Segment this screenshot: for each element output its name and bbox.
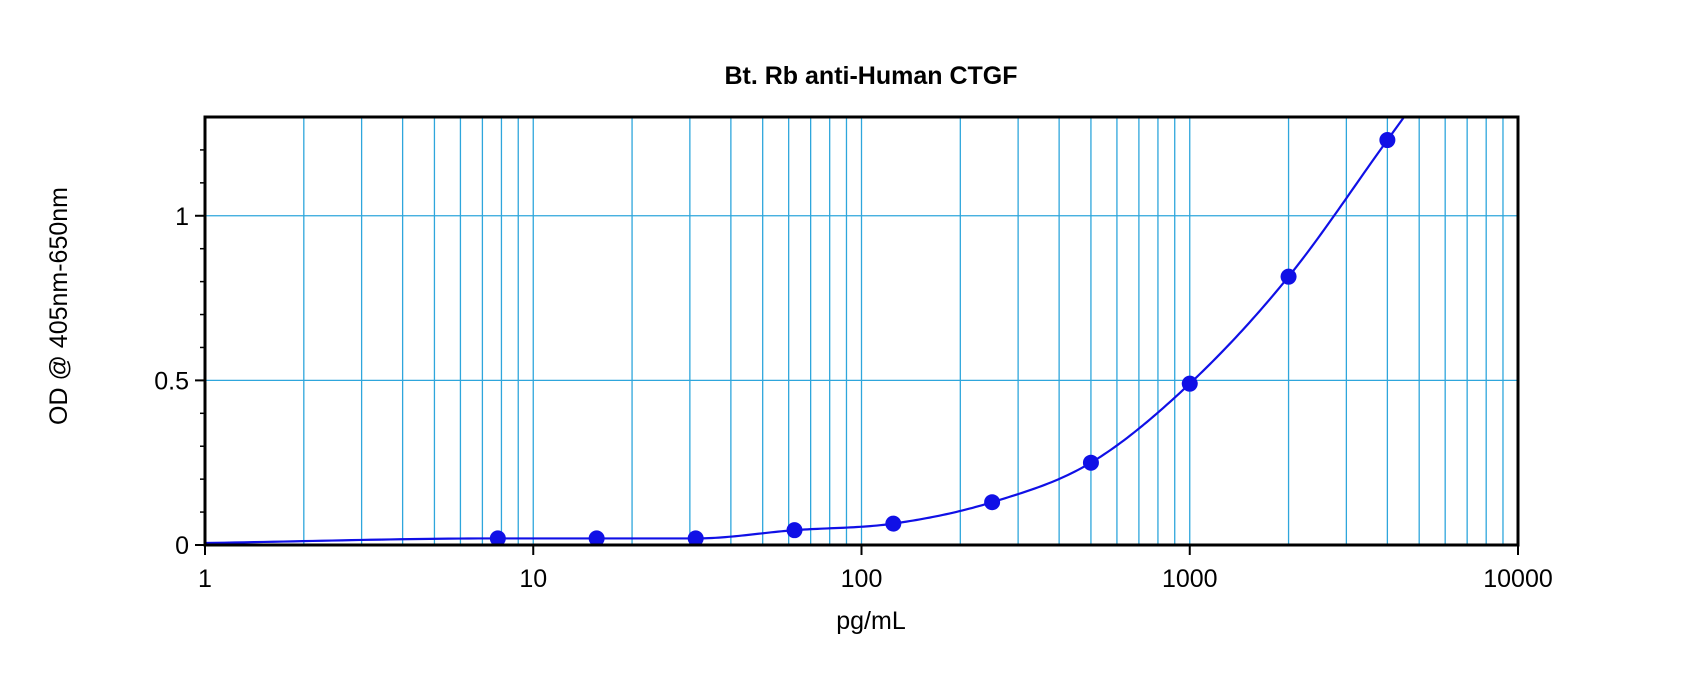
y-tick-label: 1 (175, 203, 189, 231)
data-points (489, 132, 1396, 547)
data-point (1379, 132, 1396, 149)
x-axis-ticks: 1 10 100 1000 10000 (198, 545, 1553, 593)
grid (205, 117, 1518, 545)
data-point (984, 494, 1001, 511)
fit-curve (204, 116, 1405, 545)
y-axis-ticks: 00.51 (154, 203, 205, 560)
x-tick-label: 10000 (1483, 565, 1553, 593)
x-tick-label: 100 (841, 565, 883, 593)
x-axis-label: pg/mL (836, 607, 906, 635)
chart-title: Bt. Rb anti-Human CTGF (724, 62, 1017, 90)
x-tick-label: 1000 (1162, 565, 1218, 593)
y-tick-label: 0.5 (154, 367, 189, 395)
data-point (588, 530, 605, 547)
data-point (885, 515, 902, 532)
data-point (1280, 268, 1297, 285)
data-point (489, 530, 506, 547)
x-tick-label: 1 (198, 565, 212, 593)
data-point (687, 530, 704, 547)
data-point (1082, 454, 1099, 471)
y-axis-label: OD @ 405nm-650nm (45, 187, 73, 425)
data-point (786, 522, 803, 539)
y-tick-label: 0 (175, 532, 189, 560)
x-tick-label: 10 (519, 565, 547, 593)
data-point (1181, 375, 1198, 392)
